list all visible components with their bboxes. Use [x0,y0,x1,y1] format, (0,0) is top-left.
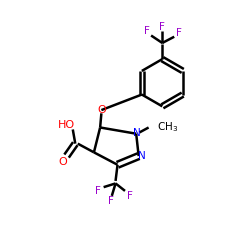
Text: F: F [95,186,101,196]
Text: N: N [138,151,145,161]
Text: F: F [108,196,114,206]
Text: F: F [126,191,132,201]
Text: O: O [97,105,106,115]
Text: F: F [144,26,150,36]
Text: N: N [133,128,141,138]
Text: F: F [176,28,182,38]
Text: HO: HO [58,120,75,130]
Text: O: O [59,156,68,166]
Text: F: F [159,22,165,32]
Text: CH$_3$: CH$_3$ [157,120,178,134]
